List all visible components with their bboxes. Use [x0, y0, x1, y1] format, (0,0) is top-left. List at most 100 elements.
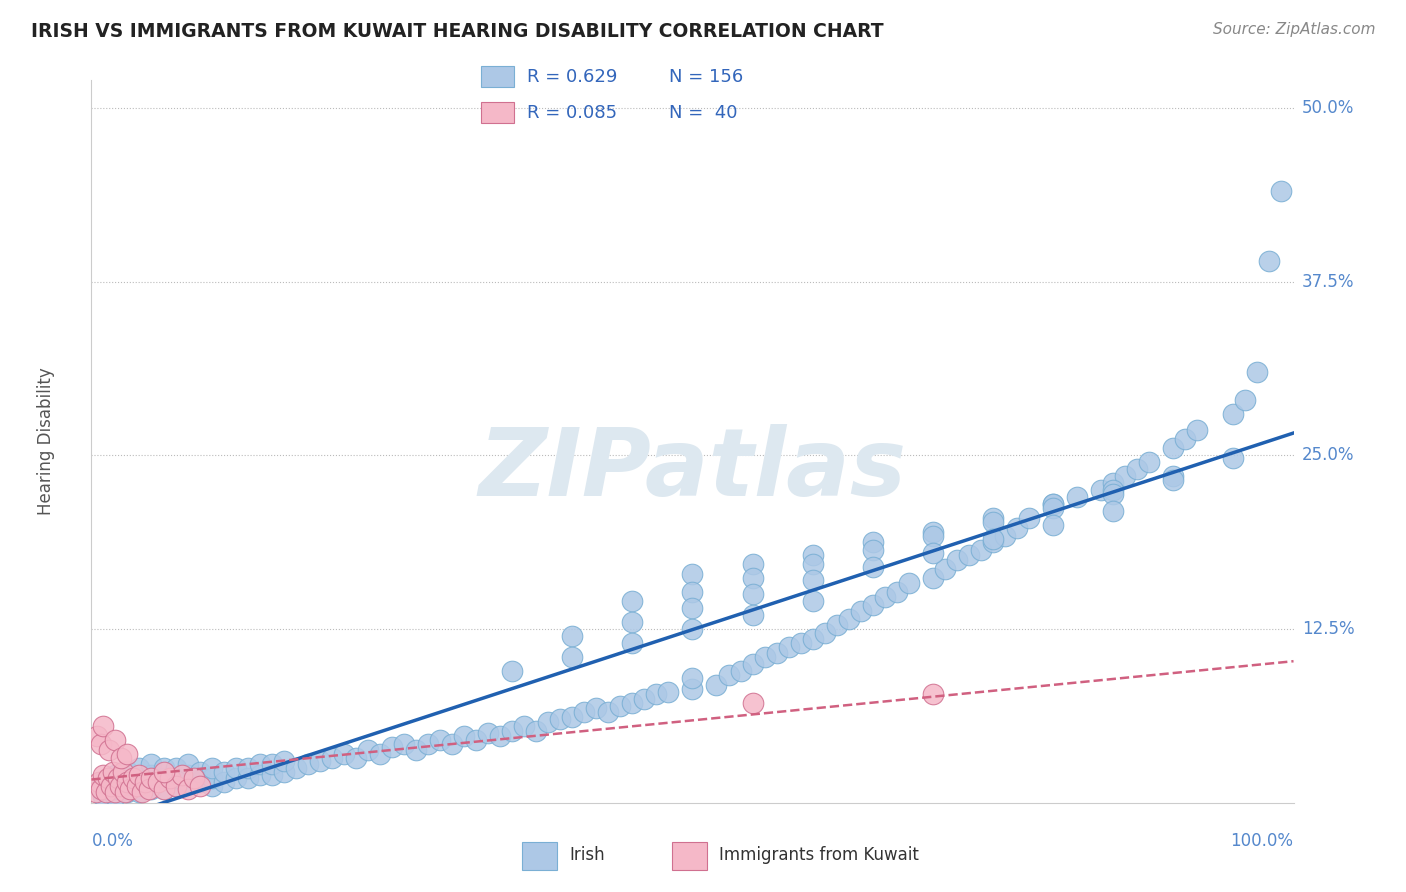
Point [87, 775, 110, 789]
Point [1246, 365, 1268, 379]
Point [1270, 185, 1292, 199]
Point [94, 785, 117, 799]
Point [122, 771, 145, 785]
Point [236, 771, 259, 785]
Point [922, 571, 945, 585]
Point [1187, 424, 1209, 438]
Point [681, 681, 703, 696]
Point [141, 756, 163, 771]
Point [1137, 455, 1160, 469]
Text: Source: ZipAtlas.com: Source: ZipAtlas.com [1212, 22, 1375, 37]
Point [165, 771, 187, 785]
Text: Irish: Irish [569, 847, 605, 864]
Point [981, 511, 1004, 525]
Point [897, 576, 920, 591]
Point [1222, 451, 1244, 466]
Point [1042, 497, 1064, 511]
Point [524, 723, 547, 738]
Point [970, 542, 993, 557]
Point [1102, 476, 1125, 491]
Text: Hearing Disability: Hearing Disability [37, 368, 55, 516]
Text: R = 0.629: R = 0.629 [527, 69, 617, 87]
Point [104, 768, 127, 782]
Point [1174, 432, 1197, 446]
Point [128, 768, 150, 782]
Point [789, 636, 811, 650]
Text: 37.5%: 37.5% [1302, 273, 1354, 291]
Point [225, 761, 247, 775]
Point [838, 612, 860, 626]
Point [273, 754, 295, 768]
Point [93, 768, 115, 782]
Point [681, 566, 703, 581]
Point [141, 775, 163, 789]
Point [681, 622, 703, 636]
Point [225, 771, 247, 785]
Point [645, 687, 668, 701]
Point [717, 668, 740, 682]
Text: 12.5%: 12.5% [1302, 620, 1354, 638]
Point [93, 775, 115, 789]
Point [574, 706, 596, 720]
Point [152, 765, 174, 780]
Point [183, 771, 205, 785]
Point [681, 601, 703, 615]
Point [117, 785, 139, 799]
Point [621, 615, 644, 630]
Point [561, 629, 583, 643]
Point [1066, 490, 1088, 504]
Point [100, 779, 122, 793]
Point [489, 729, 512, 743]
Point [176, 768, 198, 782]
Point [429, 733, 451, 747]
Point [657, 684, 679, 698]
Point [922, 529, 945, 543]
Point [849, 604, 872, 618]
Point [681, 671, 703, 685]
Point [801, 594, 824, 608]
Point [284, 761, 307, 775]
Point [93, 789, 115, 803]
Point [957, 549, 980, 563]
Text: IRISH VS IMMIGRANTS FROM KUWAIT HEARING DISABILITY CORRELATION CHART: IRISH VS IMMIGRANTS FROM KUWAIT HEARING … [31, 22, 883, 41]
Point [1222, 407, 1244, 421]
Text: Immigrants from Kuwait: Immigrants from Kuwait [718, 847, 918, 864]
Text: ZIPatlas: ZIPatlas [478, 425, 907, 516]
Point [114, 785, 136, 799]
Point [152, 771, 174, 785]
Point [1234, 392, 1257, 407]
Point [117, 771, 139, 785]
Point [141, 781, 163, 796]
Point [501, 664, 523, 678]
Point [141, 771, 163, 785]
Bar [481, 66, 515, 87]
Point [681, 584, 703, 599]
Point [1102, 483, 1125, 498]
Point [585, 701, 607, 715]
Point [706, 678, 728, 692]
Point [981, 532, 1004, 546]
Point [801, 574, 824, 588]
Point [1042, 517, 1064, 532]
Point [1102, 504, 1125, 518]
Point [416, 738, 439, 752]
Point [621, 594, 644, 608]
Point [111, 765, 134, 780]
Point [561, 709, 583, 723]
Point [741, 557, 763, 571]
Point [1090, 483, 1112, 498]
Point [621, 696, 644, 710]
Point [392, 738, 415, 752]
Point [465, 733, 488, 747]
Point [165, 761, 187, 775]
Text: 0.0%: 0.0% [91, 831, 134, 850]
Point [260, 756, 283, 771]
Point [513, 719, 536, 733]
Bar [522, 842, 557, 871]
Point [236, 761, 259, 775]
Point [297, 756, 319, 771]
Point [1161, 442, 1184, 456]
Point [134, 775, 156, 789]
Point [741, 657, 763, 671]
Point [477, 726, 499, 740]
